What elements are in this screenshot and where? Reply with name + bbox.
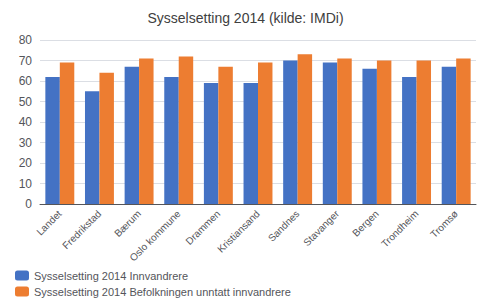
svg-text:Trondheim: Trondheim	[379, 208, 420, 249]
svg-text:Sysselsetting 2014 Innvandrere: Sysselsetting 2014 Innvandrere	[34, 270, 188, 282]
svg-text:Kristiansand: Kristiansand	[215, 208, 262, 255]
svg-text:20: 20	[19, 156, 33, 170]
svg-text:Bærum: Bærum	[112, 208, 143, 239]
svg-text:Oslo kommune: Oslo kommune	[127, 208, 183, 264]
svg-text:60: 60	[19, 74, 33, 88]
svg-text:80: 80	[19, 33, 33, 47]
svg-text:Sysselsetting 2014 (kilde: IMD: Sysselsetting 2014 (kilde: IMDi)	[147, 10, 343, 26]
svg-text:50: 50	[19, 95, 33, 109]
svg-text:30: 30	[19, 136, 33, 150]
svg-text:40: 40	[19, 115, 33, 129]
svg-text:Sandnes: Sandnes	[266, 208, 302, 244]
svg-text:Landet: Landet	[34, 208, 64, 238]
svg-text:Bergen: Bergen	[350, 208, 381, 239]
svg-text:70: 70	[19, 54, 33, 68]
svg-text:Stavanger: Stavanger	[301, 208, 341, 248]
svg-text:10: 10	[19, 177, 33, 191]
svg-text:Sysselsetting 2014 Befolkninge: Sysselsetting 2014 Befolkningen unntatt …	[34, 286, 291, 298]
svg-text:0: 0	[25, 197, 32, 211]
svg-text:Fredrikstad: Fredrikstad	[60, 208, 103, 251]
svg-text:Drammen: Drammen	[183, 208, 222, 247]
svg-text:Tromsø: Tromsø	[428, 208, 460, 240]
